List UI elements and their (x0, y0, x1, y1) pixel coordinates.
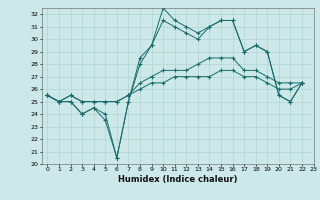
X-axis label: Humidex (Indice chaleur): Humidex (Indice chaleur) (118, 175, 237, 184)
